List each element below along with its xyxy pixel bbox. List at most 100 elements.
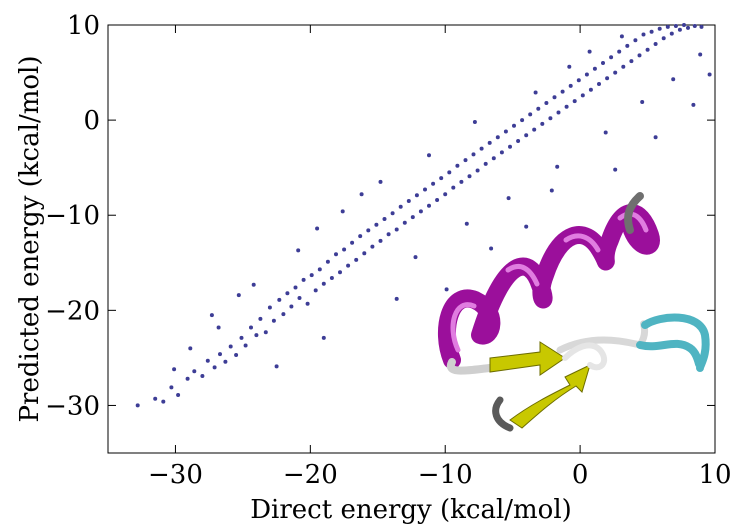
- data-point: [548, 116, 553, 121]
- data-point: [374, 222, 379, 227]
- loop-white: [556, 320, 649, 354]
- data-point: [394, 227, 399, 232]
- data-point: [321, 281, 326, 286]
- data-point: [209, 313, 214, 318]
- data-point: [621, 64, 626, 69]
- data-point: [682, 23, 686, 27]
- data-point: [564, 104, 569, 109]
- data-point: [471, 152, 476, 157]
- data-point: [669, 31, 674, 36]
- data-point: [665, 24, 670, 29]
- data-point: [185, 376, 190, 381]
- data-point: [153, 396, 158, 401]
- data-point: [354, 257, 359, 262]
- data-point: [588, 87, 593, 92]
- data-point: [254, 333, 259, 338]
- data-point: [544, 101, 549, 105]
- data-point: [532, 127, 537, 132]
- data-point: [533, 90, 538, 95]
- data-point: [338, 270, 342, 275]
- data-point: [617, 49, 622, 54]
- data-point: [439, 176, 444, 181]
- data-point: [459, 179, 464, 184]
- data-point: [483, 161, 488, 166]
- data-point: [366, 228, 371, 233]
- data-point: [378, 238, 383, 243]
- y-tick-label: −30: [45, 391, 100, 421]
- data-point: [218, 352, 222, 357]
- data-point: [296, 248, 301, 253]
- data-point: [629, 59, 634, 64]
- data-point: [334, 252, 338, 257]
- data-point: [605, 76, 610, 81]
- data-point: [172, 367, 177, 372]
- data-point: [321, 335, 326, 340]
- data-point: [463, 158, 468, 163]
- data-points: [135, 23, 712, 408]
- data-point: [587, 49, 592, 54]
- alpha-helix-highlight: [450, 211, 649, 353]
- data-point: [597, 82, 601, 86]
- loop-cyan: [636, 313, 710, 372]
- data-point: [692, 24, 697, 28]
- x-tick-label: −30: [148, 460, 203, 490]
- data-point: [609, 55, 614, 60]
- x-axis-title: Direct energy (kcal/mol): [250, 495, 572, 525]
- x-tick-label: −10: [418, 460, 473, 490]
- data-point: [512, 123, 516, 128]
- data-point: [444, 287, 449, 292]
- helix-terminus: [624, 192, 644, 234]
- data-point: [677, 27, 682, 32]
- data-point: [508, 144, 512, 149]
- data-point: [239, 335, 244, 340]
- data-point: [580, 93, 585, 98]
- data-point: [567, 64, 572, 69]
- x-tick-label: 0: [572, 460, 589, 490]
- data-point: [258, 316, 263, 321]
- terminus-gray: [492, 396, 514, 432]
- data-point: [443, 192, 448, 197]
- data-point: [382, 217, 387, 221]
- data-point: [410, 215, 415, 220]
- data-point: [305, 301, 310, 306]
- data-point: [289, 304, 294, 309]
- y-axis-title: Predicted energy (kcal/mol): [15, 56, 45, 423]
- data-point: [489, 246, 494, 251]
- strand-connector: [562, 342, 608, 371]
- data-point: [637, 53, 642, 58]
- data-point: [503, 129, 508, 134]
- data-point: [274, 364, 279, 369]
- data-point: [169, 385, 174, 390]
- data-point: [698, 52, 703, 57]
- plot-frame: [107, 24, 716, 454]
- data-point: [673, 24, 678, 28]
- data-point: [390, 211, 395, 216]
- data-point: [431, 181, 436, 186]
- data-point: [475, 168, 480, 173]
- protein-structure-illustration: [437, 192, 710, 432]
- loop-gray: [446, 358, 494, 375]
- data-point: [359, 192, 364, 197]
- data-point: [653, 135, 658, 140]
- data-point: [427, 153, 431, 158]
- data-point: [243, 343, 248, 348]
- data-point: [251, 282, 256, 287]
- data-point: [216, 325, 221, 330]
- data-point: [309, 273, 314, 278]
- data-point: [487, 140, 492, 145]
- data-point: [633, 38, 638, 43]
- data-point: [285, 291, 290, 296]
- data-point: [435, 198, 440, 202]
- data-point: [671, 77, 676, 82]
- data-point: [653, 42, 658, 46]
- data-point: [528, 112, 533, 117]
- data-point: [691, 102, 696, 107]
- beta-strand-upper: [489, 341, 566, 376]
- data-point: [584, 72, 589, 77]
- data-point: [549, 188, 554, 193]
- data-point: [552, 95, 557, 100]
- data-point: [625, 43, 630, 48]
- data-point: [386, 232, 391, 237]
- data-point: [686, 25, 690, 30]
- data-point: [536, 106, 541, 111]
